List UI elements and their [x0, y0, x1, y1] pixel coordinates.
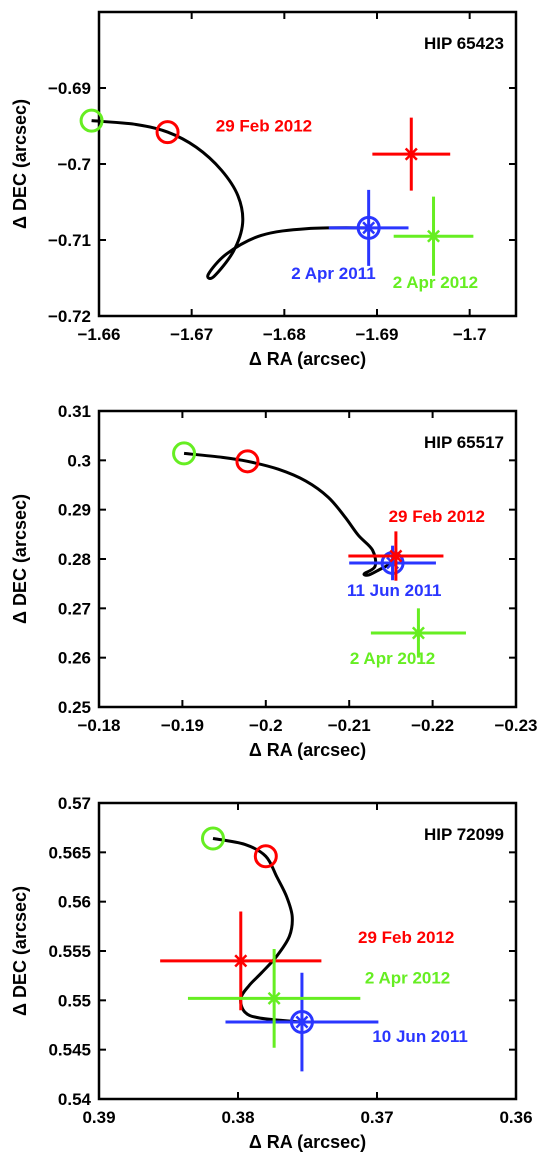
- green-epoch-label: 2 Apr 2012: [350, 649, 435, 668]
- x-tick-label: −0.21: [328, 716, 371, 735]
- x-tick-label: 0.38: [221, 1108, 254, 1127]
- red-model-circle: [253, 844, 278, 869]
- y-tick-label: −0.71: [48, 231, 91, 250]
- y-axis-label: Δ DEC (arcsec): [10, 886, 30, 1016]
- y-axis-label: Δ DEC (arcsec): [10, 494, 30, 624]
- x-axis-label: Δ RA (arcsec): [249, 1132, 366, 1152]
- x-tick-label: 0.37: [360, 1108, 393, 1127]
- panel-title: HIP 72099: [424, 825, 504, 844]
- y-tick-label: 0.545: [48, 1041, 91, 1060]
- green-measurement-marker: [410, 625, 427, 641]
- marker-circle: [289, 1010, 314, 1035]
- marker-stroke: [389, 549, 403, 563]
- x-axis-label: Δ RA (arcsec): [249, 349, 366, 369]
- red-measurement-marker: [403, 146, 420, 163]
- x-tick-label: −0.22: [411, 716, 454, 735]
- x-tick-label: −1.67: [170, 325, 213, 344]
- green-measurement-marker: [266, 990, 283, 1007]
- y-tick-label: 0.3: [67, 451, 91, 470]
- red-epoch-label: 29 Feb 2012: [389, 507, 485, 526]
- panel-title: HIP 65423: [424, 34, 504, 53]
- panel-1: −1.66 −1.67 −1.68 −1.69 −1.7 −0.72 −0.71 −0.7 −0…: [10, 10, 518, 369]
- y-tick-label: −0.69: [48, 79, 91, 98]
- x-tick-label: 0.36: [499, 1108, 532, 1127]
- green-model-circle: [200, 826, 225, 851]
- blue-epoch-label: 10 Jun 2011: [372, 1027, 467, 1046]
- blue-measurement-marker: [289, 1010, 314, 1035]
- y-tick-label: 0.28: [58, 550, 91, 569]
- x-tick-label: −1.68: [263, 325, 306, 344]
- y-tick-label: 0.555: [48, 942, 91, 961]
- x-axis-label: Δ RA (arcsec): [249, 740, 366, 760]
- y-axis-label: Δ DEC (arcsec): [10, 99, 30, 229]
- x-tick-label: −0.18: [77, 716, 120, 735]
- panel-title: HIP 65517: [424, 433, 504, 452]
- marker-stroke: [267, 991, 281, 1005]
- red-measurement-marker: [232, 952, 249, 969]
- x-tick-label: −0.19: [161, 716, 204, 735]
- x-tick-label: −1.69: [355, 325, 398, 344]
- blue-measurement-marker: [356, 215, 381, 240]
- x-tick-label: −0.2: [249, 716, 283, 735]
- y-tick-label: 0.31: [58, 402, 91, 421]
- green-model-circle: [172, 441, 197, 466]
- marker-stroke: [234, 954, 248, 968]
- red-model-circle: [155, 120, 180, 145]
- marker-stroke: [411, 626, 425, 640]
- y-tick-label: 0.27: [58, 599, 91, 618]
- y-tick-label: 0.56: [58, 893, 91, 912]
- green-measurement-marker: [425, 228, 442, 245]
- y-tick-label: 0.55: [58, 991, 91, 1010]
- panel-3: 0.39 0.38 0.37 0.36 0.54 0.545 0.55 0.555 0.56 0.…: [10, 794, 533, 1152]
- x-tick-label: −1.66: [77, 325, 120, 344]
- y-tick-label: −0.7: [57, 155, 91, 174]
- marker-stroke: [362, 221, 376, 235]
- marker-stroke: [295, 1015, 309, 1029]
- plot-frame: [97, 409, 518, 709]
- y-tick-label: 0.565: [48, 843, 91, 862]
- y-tick-label: 0.57: [58, 794, 91, 813]
- marker-stroke: [427, 229, 441, 243]
- orbit-track: [91, 119, 369, 280]
- red-model-circle: [235, 449, 260, 474]
- green-model-circle: [79, 108, 104, 133]
- marker-circle: [356, 215, 381, 240]
- y-tick-label: 0.26: [58, 649, 91, 668]
- blue-epoch-label: 2 Apr 2011: [291, 264, 375, 283]
- x-tick-label: −0.23: [494, 716, 537, 735]
- orbit-track: [212, 837, 303, 1024]
- orbit-track: [183, 451, 394, 577]
- x-tick-label: −1.7: [453, 325, 487, 344]
- y-tick-label: 0.29: [58, 501, 91, 520]
- plot-frame: [97, 801, 518, 1101]
- red-measurement-marker: [387, 548, 404, 565]
- x-tick-label: 0.39: [82, 1108, 115, 1127]
- y-tick-label: 0.25: [58, 698, 91, 717]
- blue-epoch-label: 11 Jun 2011: [347, 581, 442, 600]
- red-epoch-label: 29 Feb 2012: [358, 928, 454, 947]
- panel-2: −0.18 −0.19 −0.2 −0.21 −0.22 −0.23 0.25 0.26 0.2…: [10, 402, 538, 760]
- y-tick-label: 0.54: [58, 1090, 92, 1109]
- green-epoch-label: 2 Apr 2012: [365, 969, 450, 988]
- y-tick-label: −0.72: [48, 307, 91, 326]
- marker-stroke: [404, 147, 418, 161]
- green-epoch-label: 2 Apr 2012: [393, 273, 478, 292]
- red-epoch-label: 29 Feb 2012: [216, 116, 312, 135]
